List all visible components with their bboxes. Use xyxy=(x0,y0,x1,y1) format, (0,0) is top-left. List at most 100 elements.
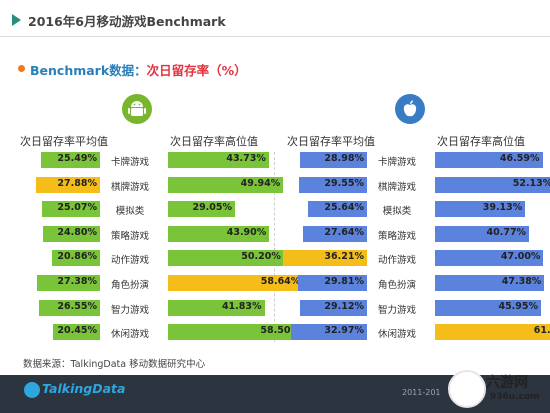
bar-high: 52.13% xyxy=(435,176,550,193)
bar-avg: 25.07% xyxy=(42,201,100,218)
data-source-note: 数据来源：TalkingData 移动数据研究中心 xyxy=(23,359,206,370)
bar-avg-label: 20.45% xyxy=(57,325,97,337)
bar-high-label: 58.50% xyxy=(260,325,300,337)
series-high-header: 次日留存率高位值 xyxy=(437,135,525,148)
bar-high-label: 45.95% xyxy=(498,300,539,312)
bar-avg-label: 29.55% xyxy=(324,177,364,189)
bar-avg-label: 27.88% xyxy=(57,177,97,189)
watermark-logo-icon xyxy=(448,370,486,408)
bar-avg: 27.38% xyxy=(36,275,100,291)
bar-avg: 25.49% xyxy=(41,152,100,168)
bar-avg: 25.64% xyxy=(307,201,367,218)
series-avg-header: 次日留存率平均值 xyxy=(287,135,375,148)
category-label: 策略游戏 xyxy=(110,230,149,242)
apple-icon xyxy=(395,94,425,124)
bar-high: 58.50% xyxy=(168,324,303,341)
bar-high: 58.64% xyxy=(168,275,304,291)
bar-high-label: 49.94% xyxy=(240,177,281,189)
bar-high-label: 41.83% xyxy=(221,300,262,312)
bar-high: 50.20% xyxy=(168,250,284,267)
bar-high: 43.73% xyxy=(168,152,269,168)
chart-subtitle: Benchmark数据：次日留存率（%） xyxy=(18,60,247,79)
category-label: 卡牌游戏 xyxy=(377,157,416,168)
play-triangle-icon xyxy=(12,14,21,26)
bar-avg: 20.86% xyxy=(51,250,100,267)
bar-avg-label: 36.21% xyxy=(324,251,364,263)
category-label: 智力游戏 xyxy=(377,304,416,316)
bar-avg-label: 24.80% xyxy=(57,226,97,238)
header-bar: 2016年6月移动游戏Benchmark xyxy=(0,0,550,40)
bar-avg-label: 29.12% xyxy=(324,300,364,312)
bar-avg: 29.81% xyxy=(298,275,367,291)
category-label: 模拟类 xyxy=(382,206,412,218)
category-label: 角色扮演 xyxy=(377,280,416,291)
bar-high-label: 43.90% xyxy=(226,226,267,238)
bar-high: 40.77% xyxy=(435,225,530,242)
series-avg-header: 次日留存率平均值 xyxy=(20,135,108,148)
copyright-years: 2011-201 xyxy=(402,388,441,397)
category-label: 动作游戏 xyxy=(377,255,416,267)
bar-avg-label: 26.55% xyxy=(57,300,97,312)
watermark-title: 六游网 xyxy=(486,375,528,391)
bar-avg: 36.21% xyxy=(283,250,367,267)
bar-high-label: 43.73% xyxy=(226,153,266,164)
android-icon xyxy=(122,94,152,124)
bar-avg-label: 25.64% xyxy=(324,202,364,214)
category-label: 休闲游戏 xyxy=(110,329,149,341)
bar-avg-label: 20.86% xyxy=(57,251,97,263)
bar-high: 43.90% xyxy=(168,225,270,242)
category-label: 策略游戏 xyxy=(377,230,416,242)
bar-avg: 28.98% xyxy=(300,152,367,168)
subtitle-prefix: Benchmark数据： xyxy=(30,63,147,78)
bar-high-label: 61.26% xyxy=(533,325,550,337)
bar-high: 47.38% xyxy=(435,275,545,291)
bar-avg: 27.64% xyxy=(303,225,367,242)
header-divider xyxy=(0,36,550,37)
category-label: 棋牌游戏 xyxy=(110,181,149,193)
bar-avg-label: 25.49% xyxy=(57,153,97,164)
bar-high-label: 46.59% xyxy=(499,153,540,164)
bar-high: 41.83% xyxy=(168,299,265,316)
bar-avg-label: 27.38% xyxy=(57,276,97,287)
bar-avg: 26.55% xyxy=(38,299,100,316)
bar-avg: 24.80% xyxy=(42,225,100,242)
bar-avg-label: 32.97% xyxy=(324,325,364,337)
bar-high: 61.26% xyxy=(435,324,550,341)
category-label: 智力游戏 xyxy=(110,304,149,316)
bar-avg-label: 25.07% xyxy=(57,202,97,214)
watermark-url: 936u.com xyxy=(490,392,540,402)
bar-high-label: 40.77% xyxy=(486,226,527,238)
bar-high-label: 52.13% xyxy=(512,177,550,189)
bar-high-label: 47.38% xyxy=(501,276,542,287)
bar-avg-label: 28.98% xyxy=(324,153,364,164)
bar-high-label: 50.20% xyxy=(241,251,281,263)
category-label: 动作游戏 xyxy=(110,255,149,267)
bar-high: 46.59% xyxy=(435,152,543,168)
bar-high: 39.13% xyxy=(435,201,526,218)
bar-high: 49.94% xyxy=(168,176,284,193)
bar-avg: 27.88% xyxy=(35,176,100,193)
category-label: 休闲游戏 xyxy=(377,329,416,341)
chart-divider xyxy=(274,152,275,342)
bullet-dot-icon xyxy=(18,65,25,72)
category-label: 棋牌游戏 xyxy=(377,181,416,193)
talkingdata-logo-text: TalkingData xyxy=(42,381,126,396)
bar-high-label: 39.13% xyxy=(482,202,523,214)
bar-high-label: 47.00% xyxy=(500,251,541,263)
category-label: 模拟类 xyxy=(115,206,145,218)
bar-high: 47.00% xyxy=(435,250,544,267)
bar-avg: 29.55% xyxy=(298,176,367,193)
bar-avg: 29.12% xyxy=(299,299,367,316)
category-label: 卡牌游戏 xyxy=(110,157,149,168)
talkingdata-logo-icon xyxy=(24,382,40,398)
bar-high: 45.95% xyxy=(435,299,542,316)
series-high-header: 次日留存率高位值 xyxy=(170,135,258,148)
bar-high-label: 29.05% xyxy=(192,202,233,214)
bar-high-label: 58.64% xyxy=(260,276,301,287)
bar-avg: 20.45% xyxy=(52,324,100,341)
subtitle-metric: 次日留存率（%） xyxy=(146,63,247,78)
page-title: 2016年6月移动游戏Benchmark xyxy=(28,14,226,29)
bar-avg-label: 29.81% xyxy=(324,276,364,287)
category-label: 角色扮演 xyxy=(110,280,149,291)
bar-high: 29.05% xyxy=(168,201,236,218)
